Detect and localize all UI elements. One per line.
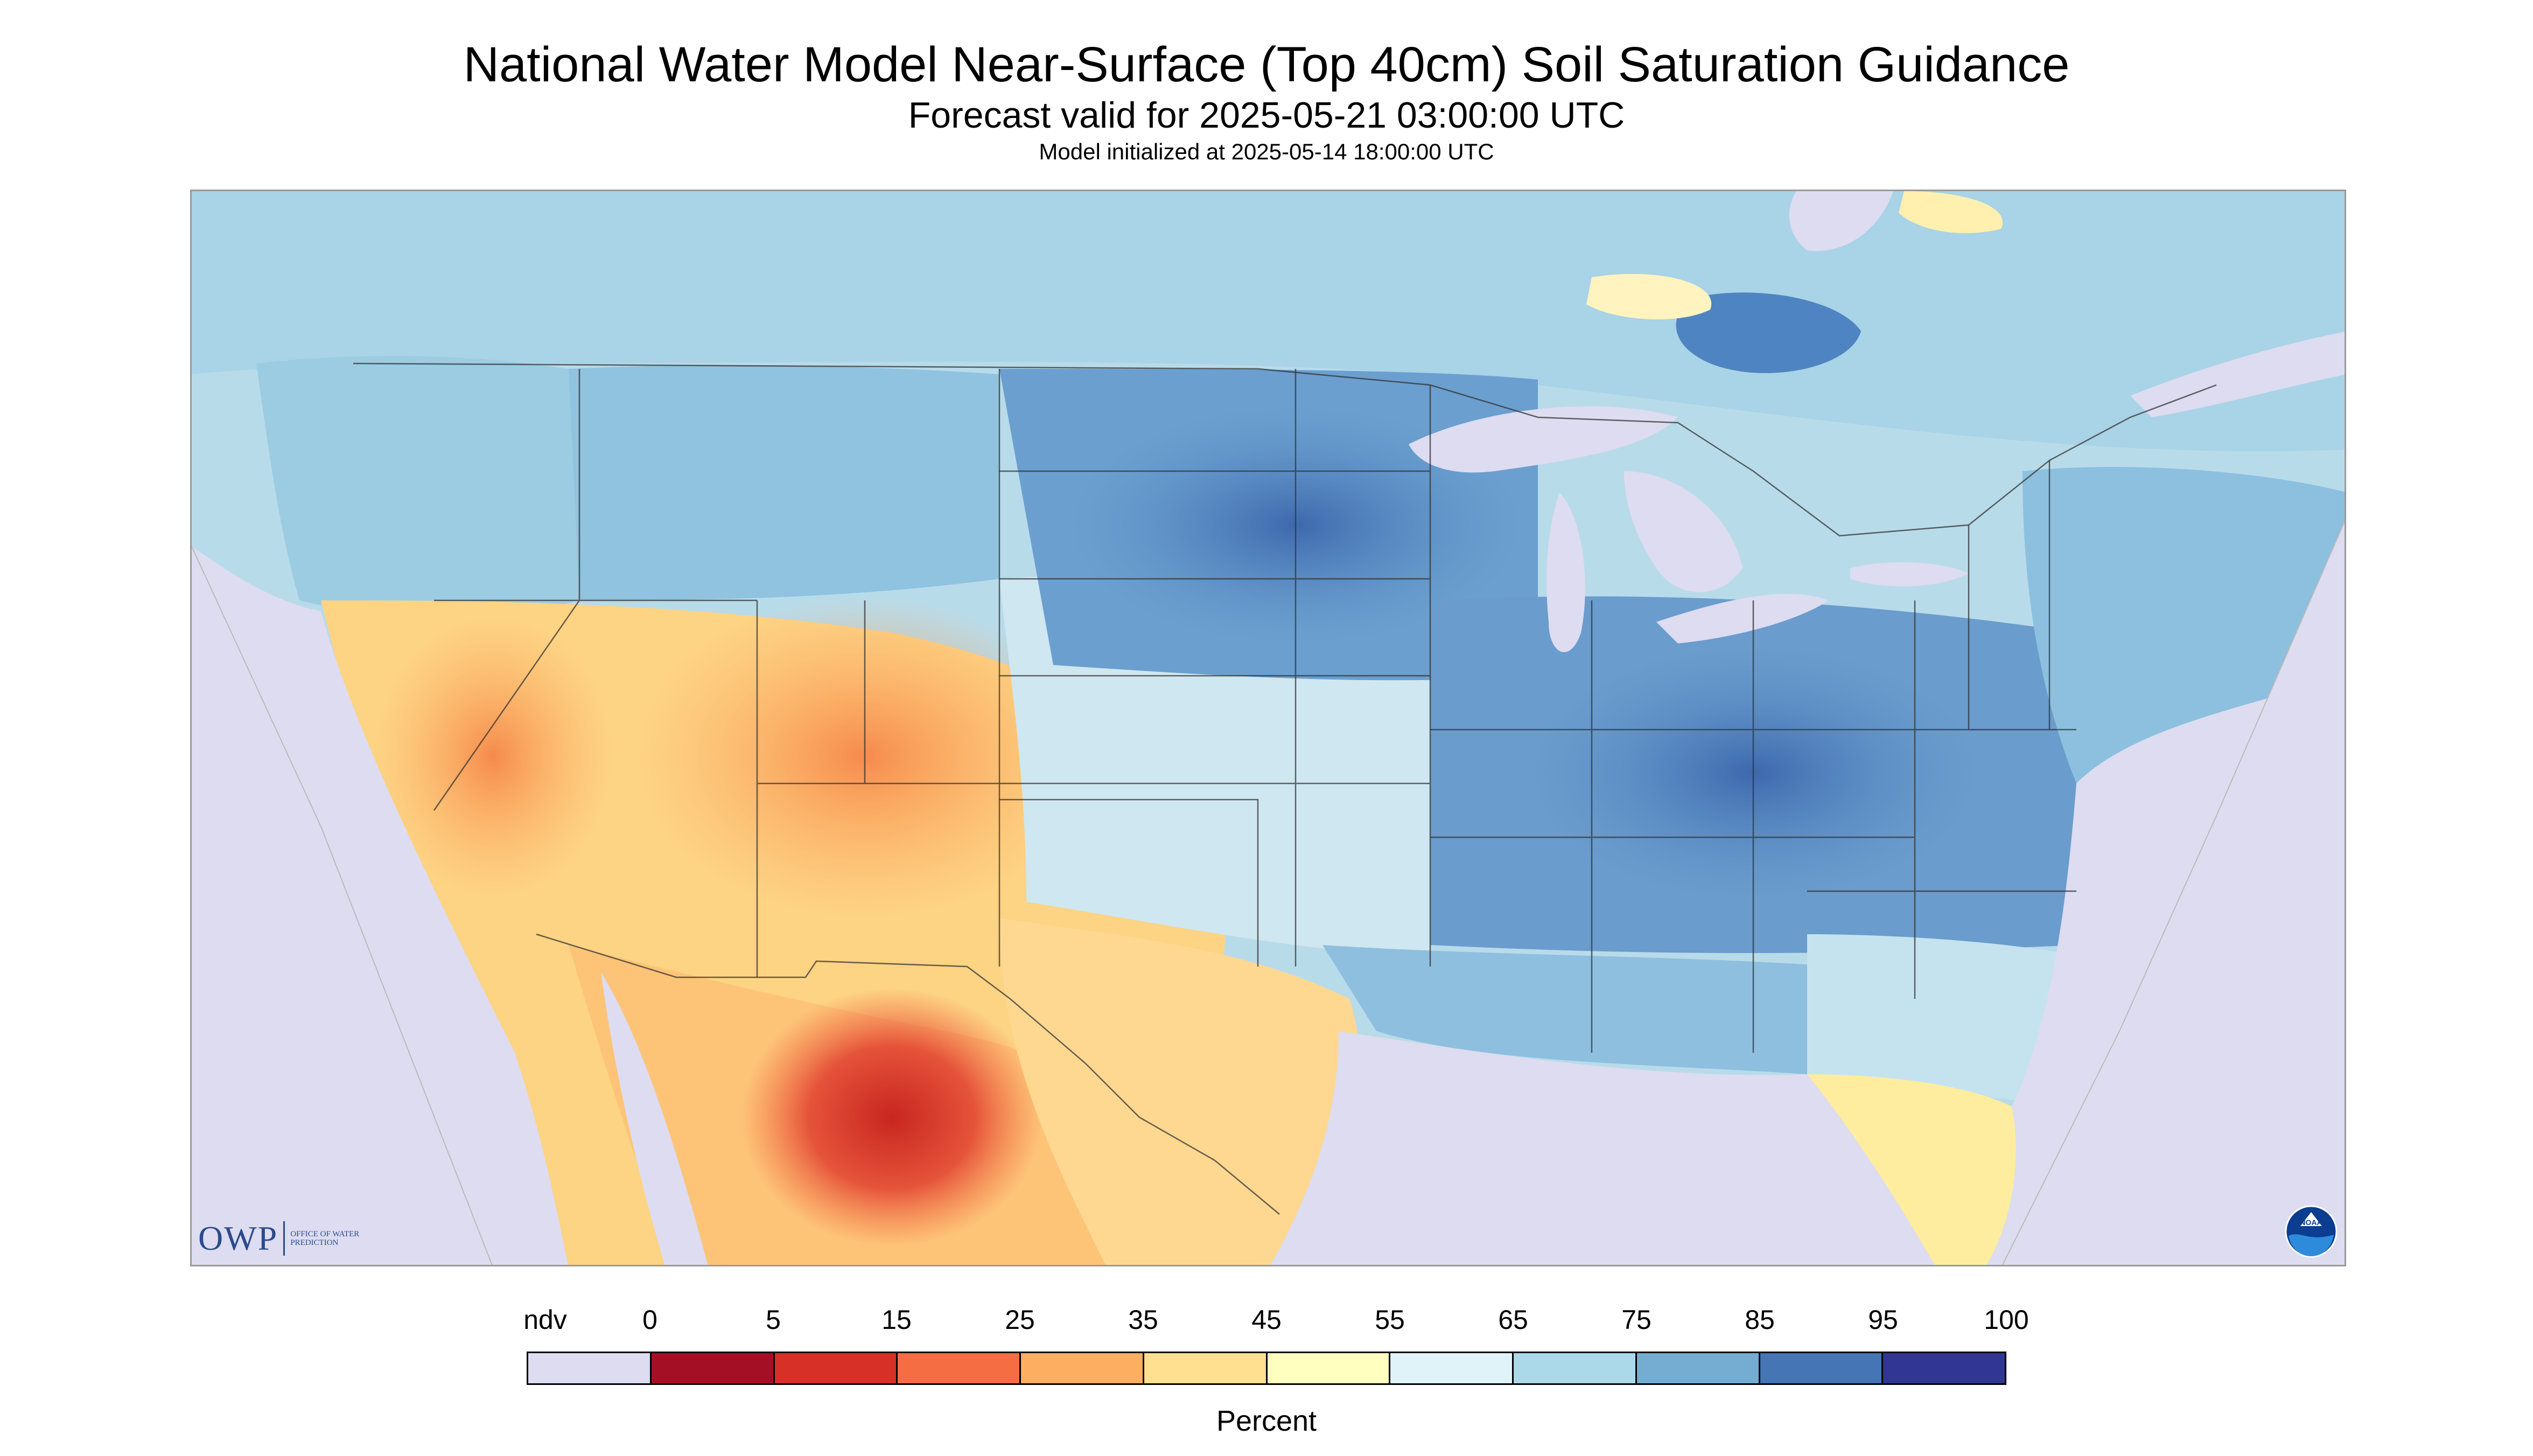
legend-swatch	[1144, 1353, 1268, 1383]
legend-swatch	[651, 1353, 775, 1383]
legend-tick-label: 35	[1128, 1305, 1158, 1335]
lake-superior	[1409, 406, 1678, 473]
legend-tick-label: 55	[1375, 1305, 1405, 1335]
colorbar-legend	[527, 1352, 2006, 1385]
lake-huron	[1624, 471, 1743, 592]
lake-michigan	[1547, 493, 1585, 653]
legend-swatch	[528, 1353, 652, 1383]
map-panel[interactable]: OWP OFFICE OF WATER PREDICTION NOAA	[190, 190, 2346, 1266]
lake-erie	[1656, 593, 1829, 643]
us-canada-border	[353, 362, 2217, 537]
soil-saturation-map	[192, 191, 2345, 1265]
legend-unit-label: Percent	[1216, 1405, 1317, 1437]
state-lines-west	[433, 369, 1000, 977]
gulf-of-mexico	[1270, 1031, 1935, 1265]
owp-logo-divider	[283, 1221, 285, 1256]
legend-swatch	[1760, 1353, 1884, 1383]
canada-dark-patch	[1676, 292, 1861, 373]
legend-tick-label: 75	[1621, 1305, 1652, 1335]
canada-yellow-patch	[1586, 274, 1712, 320]
legend-tick-label: 5	[766, 1305, 781, 1335]
land-outline	[192, 520, 2345, 1265]
legend-swatch	[1021, 1353, 1144, 1383]
legend-tick-label: ndv	[523, 1305, 567, 1335]
region-south-central	[1323, 945, 1834, 1074]
legend-tick-label: 45	[1251, 1305, 1282, 1335]
region-texas-south	[999, 918, 1360, 1265]
gulf-of-california	[601, 972, 708, 1265]
map-subtitle: Forecast valid for 2025-05-21 03:00:00 U…	[908, 95, 1625, 136]
owp-logo: OWP OFFICE OF WATER PREDICTION	[198, 1219, 376, 1258]
legend-swatch	[1514, 1353, 1637, 1383]
owp-logo-subtext: OFFICE OF WATER PREDICTION	[290, 1230, 360, 1247]
model-init-note: Model initialized at 2025-05-14 18:00:00…	[1039, 139, 1494, 164]
region-canada-north	[192, 191, 2345, 452]
legend-tick-label: 95	[1868, 1305, 1898, 1335]
us-mexico-border	[536, 933, 1280, 1215]
region-chihuahua-core	[741, 988, 1042, 1247]
region-northern-rockies	[569, 365, 999, 600]
region-florida	[1807, 1074, 2016, 1265]
region-northeast	[2023, 467, 2345, 783]
canada-yellow-patch-2	[1899, 191, 2003, 234]
region-california-dry	[375, 617, 612, 897]
legend-swatch	[1636, 1353, 1760, 1383]
legend-tick-label: 85	[1745, 1305, 1775, 1335]
pacific-ocean	[192, 547, 568, 1265]
legend-tick-labels: ndv 0 5 15 25 35 45 55 65 75 85 95 100	[0, 1304, 2533, 1336]
legend-tick-label: 15	[881, 1305, 912, 1335]
map-title: National Water Model Near-Surface (Top 4…	[463, 37, 2070, 92]
legend-swatch	[1883, 1353, 2005, 1383]
legend-swatch	[1390, 1353, 1514, 1383]
state-lines-central	[999, 369, 1431, 967]
gulf-of-st-lawrence	[2130, 332, 2345, 417]
legend-tick-label: 0	[642, 1305, 657, 1335]
legend-swatch	[1267, 1353, 1391, 1383]
lake-ontario	[1850, 562, 1969, 586]
legend-tick-label: 100	[1984, 1305, 2029, 1335]
noaa-logo-icon: NOAA	[2285, 1205, 2338, 1258]
boundaries	[353, 362, 2217, 1215]
noaa-logo-text: NOAA	[2300, 1218, 2322, 1227]
legend-swatch	[898, 1353, 1021, 1383]
hudson-bay	[1789, 191, 1893, 251]
owp-logo-text: OWP	[198, 1219, 278, 1257]
legend-tick-label: 25	[1005, 1305, 1035, 1335]
legend-swatch	[774, 1353, 898, 1383]
legend-tick-label: 65	[1498, 1305, 1528, 1335]
state-lines-east	[1430, 460, 2076, 1053]
region-pacific-northwest	[256, 356, 579, 617]
